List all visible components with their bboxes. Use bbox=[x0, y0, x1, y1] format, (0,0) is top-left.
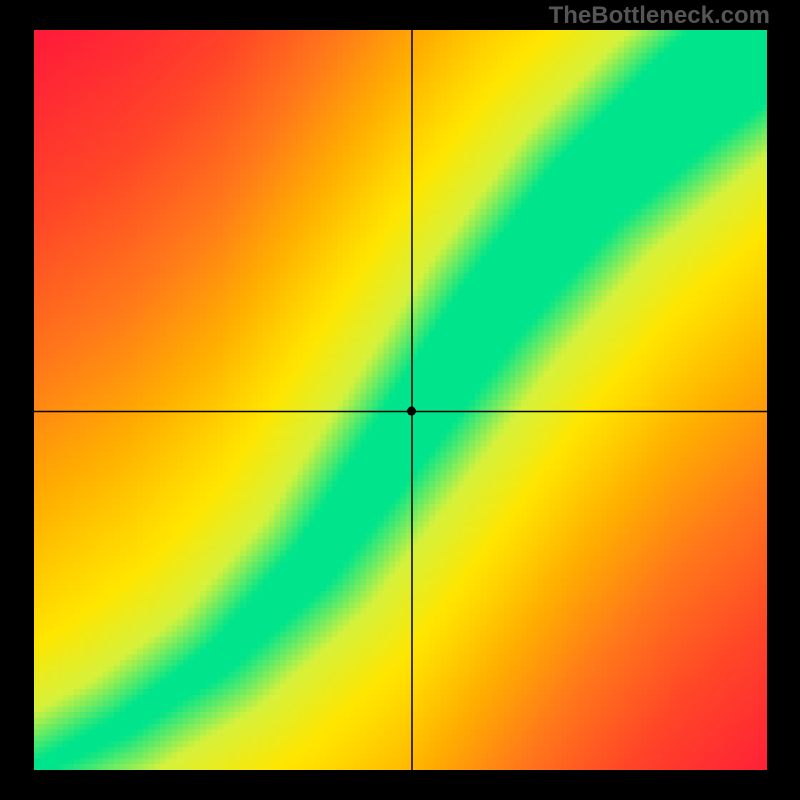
watermark-text: TheBottleneck.com bbox=[549, 2, 770, 30]
crosshair-overlay bbox=[34, 30, 767, 770]
plot-area bbox=[34, 30, 767, 770]
chart-frame: TheBottleneck.com bbox=[0, 0, 800, 800]
